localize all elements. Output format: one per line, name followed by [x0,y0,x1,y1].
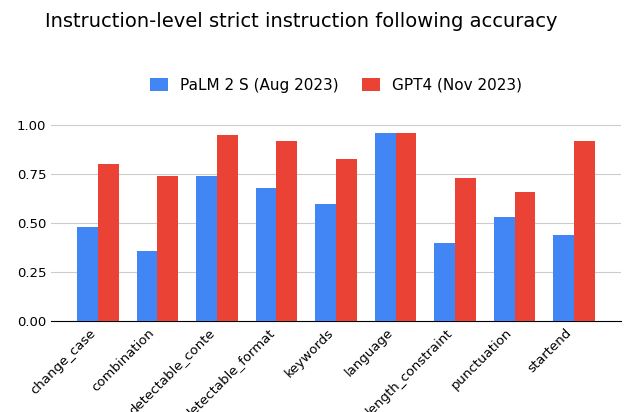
Legend: PaLM 2 S (Aug 2023), GPT4 (Nov 2023): PaLM 2 S (Aug 2023), GPT4 (Nov 2023) [150,78,522,93]
Bar [315,204,336,321]
Bar [493,218,515,321]
Bar [255,188,276,321]
Bar [396,133,417,321]
Bar [434,243,455,321]
Bar [455,178,476,321]
Bar [217,135,238,321]
Bar [374,133,396,321]
Text: Instruction-level strict instruction following accuracy: Instruction-level strict instruction fol… [45,12,557,31]
Bar [276,141,298,321]
Bar [136,251,157,321]
Bar [196,176,217,321]
Bar [98,164,119,321]
Bar [515,192,536,321]
Bar [157,176,179,321]
Bar [574,141,595,321]
Bar [77,227,98,321]
Bar [553,235,574,321]
Bar [336,159,357,321]
